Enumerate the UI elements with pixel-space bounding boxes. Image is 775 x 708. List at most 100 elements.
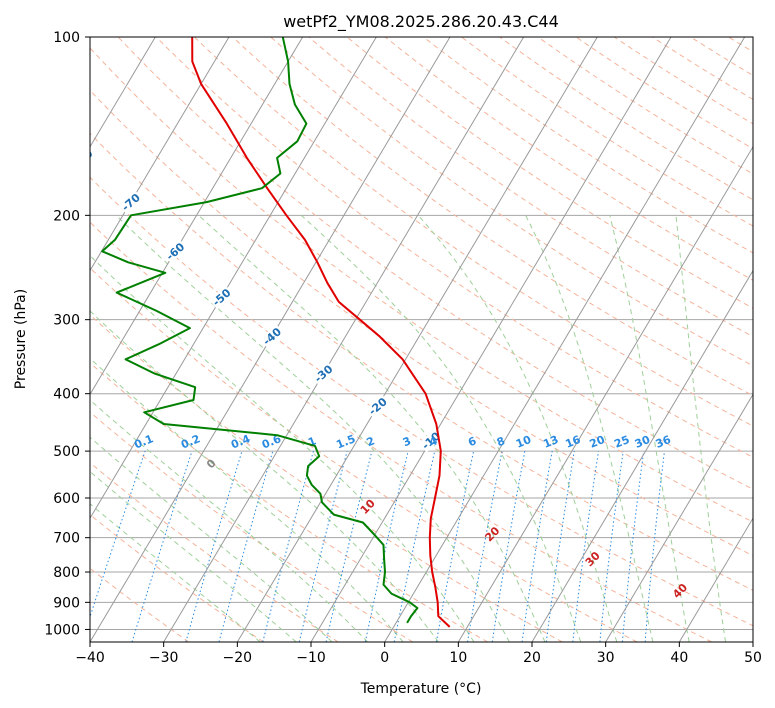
isotherm-line: [384, 37, 746, 642]
mixing-ratio-line: [467, 451, 503, 642]
x-tick-label: 10: [449, 650, 467, 666]
dry-adiabat: [308, 37, 753, 338]
mixing-ratio-line: [599, 451, 624, 642]
mixing-ratio-label: 36: [654, 433, 673, 451]
isotherm-label: -80: [72, 147, 96, 170]
profiles: [101, 37, 451, 628]
dry-adiabat: [90, 362, 488, 642]
isotherm-label-bg: [365, 394, 390, 418]
moist-adiabat: [90, 470, 297, 642]
isotherm-line: [678, 517, 753, 642]
y-tick-label: 200: [53, 208, 80, 224]
isotherm-label-bg: [259, 324, 285, 349]
y-axis-label: Pressure (hPa): [13, 289, 29, 389]
x-tick-label: −20: [223, 650, 253, 666]
mixing-ratio-line: [90, 450, 146, 619]
axes: −40 −30 −20 −10 0 10 20 30 40 50 100 200 300 400 500 60…: [44, 30, 762, 666]
mixing-ratio-label: 2: [365, 434, 377, 449]
isotherm-line: [90, 37, 377, 520]
x-tick-label: 40: [670, 650, 688, 666]
moist-adiabat: [198, 214, 546, 642]
dry-adiabat: [90, 176, 753, 627]
mixing-ratio-line: [218, 450, 274, 642]
dry-adiabat: [90, 47, 753, 523]
isotherm-line: [605, 393, 753, 642]
dry-adiabat: [384, 37, 753, 281]
isotherm-label-bg: [209, 285, 234, 310]
mixing-ratio-label: 25: [612, 433, 631, 451]
y-tick-label: 700: [53, 531, 80, 547]
mixing-ratio-line: [435, 450, 475, 642]
mixing-ratio-label: 13: [541, 433, 560, 451]
y-tick-label: 1000: [44, 622, 80, 638]
moist-adiabat: [300, 214, 582, 642]
isotherm-line: [236, 37, 598, 642]
y-tick-label: 400: [53, 387, 80, 403]
dry-adiabat: [194, 37, 753, 427]
isotherm-line: [90, 37, 156, 148]
moist-adiabat: [417, 214, 618, 642]
moist-adiabat: [525, 215, 654, 642]
moist-adiabat: [609, 215, 690, 642]
moist-adiabat: [90, 436, 333, 642]
mixing-ratio-line: [298, 450, 348, 642]
dry-adiabat: [155, 37, 753, 458]
y-tick-label: 900: [53, 595, 80, 611]
isotherm-line: [90, 37, 230, 272]
isotherm-line: [163, 37, 525, 642]
mixing-ratio-line: [185, 450, 243, 642]
isotherm-label-bg: [162, 239, 188, 264]
isotherm-label-bg: [118, 190, 143, 214]
isotherm-line: [457, 145, 753, 642]
mixing-ratio-label: 10: [514, 433, 533, 451]
y-tick-label: 300: [53, 313, 80, 329]
dry-adiabat: [232, 37, 753, 397]
mixing-ratio-line: [393, 450, 436, 642]
moist-adiabat: [90, 399, 369, 642]
x-tick-label: 0: [380, 650, 389, 666]
dry-adiabat: [499, 37, 753, 201]
x-tick-label: 50: [744, 650, 762, 666]
moist-adiabats: [90, 214, 727, 642]
mixing-ratio-line: [491, 451, 526, 642]
isotherm-line: [531, 269, 753, 642]
isotherms: [90, 37, 753, 642]
mixing-ratio-label: 8: [495, 434, 507, 449]
x-axis-label: Temperature (°C): [360, 681, 482, 697]
y-tick-label: 500: [53, 444, 80, 460]
y-tick-label: 800: [53, 565, 80, 581]
mixing-ratio-line: [572, 451, 599, 642]
mixing-ratio-line: [364, 450, 409, 642]
isotherm-line: [310, 37, 672, 642]
mixing-ratio-label: 20: [588, 433, 607, 451]
dry-adiabat: [90, 132, 753, 591]
mixing-ratio-label: 3: [401, 434, 413, 449]
dry-adiabat: [90, 89, 753, 557]
dry-adiabat: [537, 37, 753, 175]
x-tick-label: 30: [597, 650, 615, 666]
dry-adiabat: [461, 37, 753, 227]
chart-title: wetPf2_YM08.2025.286.20.43.C44: [283, 12, 559, 32]
mixing-ratio-label: 16: [563, 433, 582, 451]
moist-adiabat: [115, 214, 510, 642]
mixing-ratio-line: [621, 451, 645, 642]
dry-adiabat: [90, 314, 563, 642]
moist-adiabat: [675, 215, 727, 642]
mixing-ratio-line: [521, 451, 553, 642]
x-tick-label: −40: [75, 650, 105, 666]
y-tick-label: 100: [53, 30, 80, 46]
mixing-ratio-label: 30: [633, 433, 652, 451]
isotherm-label-bg: [311, 361, 336, 386]
isotherm-line: [90, 37, 304, 396]
x-tick-label: −30: [149, 650, 179, 666]
mixing-ratio-label: 1: [306, 434, 318, 449]
isotherm-label-bg: [418, 428, 444, 453]
mixing-ratio-line: [325, 450, 373, 642]
temperature-profile: [191, 37, 451, 628]
mixing-ratio-lines: [90, 450, 665, 642]
y-tick-label: 600: [53, 491, 80, 507]
plot-frame: [89, 36, 754, 643]
dewpoint-profile: [101, 37, 419, 624]
